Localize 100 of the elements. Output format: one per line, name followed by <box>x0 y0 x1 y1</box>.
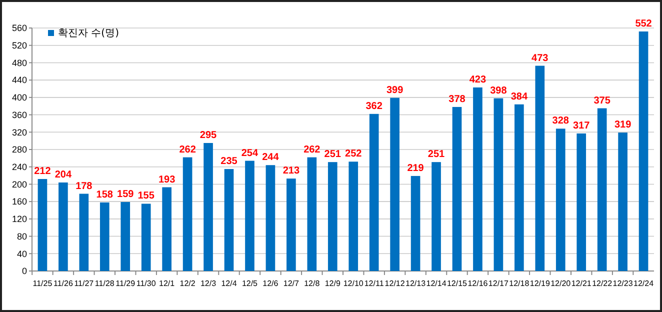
bar <box>473 87 482 271</box>
bar <box>452 106 462 271</box>
bar <box>576 133 586 271</box>
data-label: 262 <box>179 144 196 156</box>
data-label: 295 <box>200 130 218 141</box>
x-tick-label: 12/12 <box>384 279 406 288</box>
bar <box>141 204 151 271</box>
bar <box>348 162 358 271</box>
bar <box>38 179 48 271</box>
y-tick-label: 200 <box>12 179 27 190</box>
x-tick-label: 12/19 <box>530 279 550 288</box>
x-tick-label: 12/18 <box>509 279 530 288</box>
bar <box>410 176 420 271</box>
y-tick-label: 240 <box>12 162 27 172</box>
data-label: 213 <box>282 166 300 177</box>
x-tick-label: 12/11 <box>364 279 384 288</box>
legend-label: 확진자 수(명) <box>58 28 120 39</box>
x-tick-label: 12/1 <box>159 279 176 288</box>
bar <box>597 108 607 271</box>
bar <box>390 98 400 271</box>
bar <box>120 202 130 271</box>
data-label: 219 <box>407 162 424 174</box>
data-label: 193 <box>158 174 176 186</box>
data-label: 244 <box>262 152 280 164</box>
data-label: 328 <box>552 116 570 127</box>
bar <box>494 98 504 271</box>
data-label: 319 <box>614 120 632 131</box>
x-tick-label: 12/9 <box>324 279 341 288</box>
data-label: 204 <box>54 169 72 180</box>
bar <box>328 162 338 271</box>
data-label: 384 <box>510 91 528 102</box>
data-label: 212 <box>34 166 52 178</box>
bar <box>204 142 213 271</box>
x-tick-label: 12/10 <box>343 279 364 288</box>
x-tick-label: 12/15 <box>446 279 468 288</box>
x-tick-label: 12/6 <box>262 279 279 288</box>
bar <box>245 160 254 271</box>
y-tick-label: 40 <box>16 248 27 259</box>
x-tick-label: 12/5 <box>242 279 258 288</box>
data-label: 378 <box>448 94 466 105</box>
x-tick-label: 12/16 <box>468 279 488 288</box>
data-label: 399 <box>386 84 404 96</box>
x-tick-label: 12/22 <box>592 279 613 288</box>
y-tick-label: 0 <box>22 266 27 276</box>
x-tick-label: 11/25 <box>32 279 53 288</box>
x-tick-label: 11/27 <box>74 279 94 288</box>
y-tick-label: 160 <box>12 196 27 207</box>
bar <box>224 169 234 271</box>
x-tick-label: 12/13 <box>406 279 426 288</box>
x-tick-label: 12/23 <box>612 279 634 288</box>
data-label: 178 <box>76 180 93 192</box>
data-label: 254 <box>241 148 259 159</box>
data-label: 375 <box>594 95 611 106</box>
bar <box>58 182 68 271</box>
bar <box>432 162 441 271</box>
y-tick-label: 120 <box>12 214 27 224</box>
x-tick-label: 12/14 <box>426 279 447 288</box>
data-label: 423 <box>469 74 486 86</box>
y-tick-label: 80 <box>16 231 27 242</box>
data-label: 317 <box>573 120 590 132</box>
y-tick-label: 480 <box>12 58 27 68</box>
data-label: 251 <box>324 149 342 160</box>
x-tick-label: 11/28 <box>94 279 115 288</box>
bar <box>535 66 545 271</box>
x-tick-label: 12/4 <box>221 279 238 288</box>
data-label: 251 <box>428 149 446 160</box>
x-tick-label: 11/29 <box>116 279 136 288</box>
y-tick-label: 400 <box>12 92 27 103</box>
bar <box>514 104 524 271</box>
data-label: 552 <box>635 18 652 30</box>
x-tick-label: 12/24 <box>634 279 654 288</box>
x-tick-label: 12/20 <box>550 279 572 288</box>
bar <box>307 157 317 271</box>
bar <box>556 128 566 271</box>
bar <box>182 157 192 271</box>
bar <box>79 194 89 271</box>
y-tick-label: 520 <box>12 40 27 51</box>
x-tick-label: 11/30 <box>136 279 156 288</box>
bar <box>266 165 276 271</box>
bar <box>162 187 172 271</box>
data-label: 158 <box>96 189 114 200</box>
data-label: 362 <box>366 100 383 112</box>
data-label: 262 <box>304 144 321 156</box>
y-tick-label: 560 <box>12 23 27 34</box>
x-tick-label: 12/8 <box>304 279 320 288</box>
data-label: 159 <box>117 189 134 200</box>
data-label: 398 <box>490 85 508 96</box>
bar <box>100 202 110 271</box>
x-tick-label: 12/17 <box>488 279 510 288</box>
y-tick-label: 320 <box>12 127 27 138</box>
bar <box>369 114 379 271</box>
data-label: 473 <box>532 52 549 64</box>
data-label: 252 <box>345 148 362 160</box>
x-tick-label: 12/21 <box>571 279 592 288</box>
x-tick-label: 12/3 <box>200 279 217 288</box>
bar <box>618 132 628 271</box>
bar <box>638 31 648 271</box>
x-tick-label: 12/7 <box>283 279 300 288</box>
x-tick-label: 11/26 <box>53 279 74 288</box>
data-label: 155 <box>138 190 155 202</box>
